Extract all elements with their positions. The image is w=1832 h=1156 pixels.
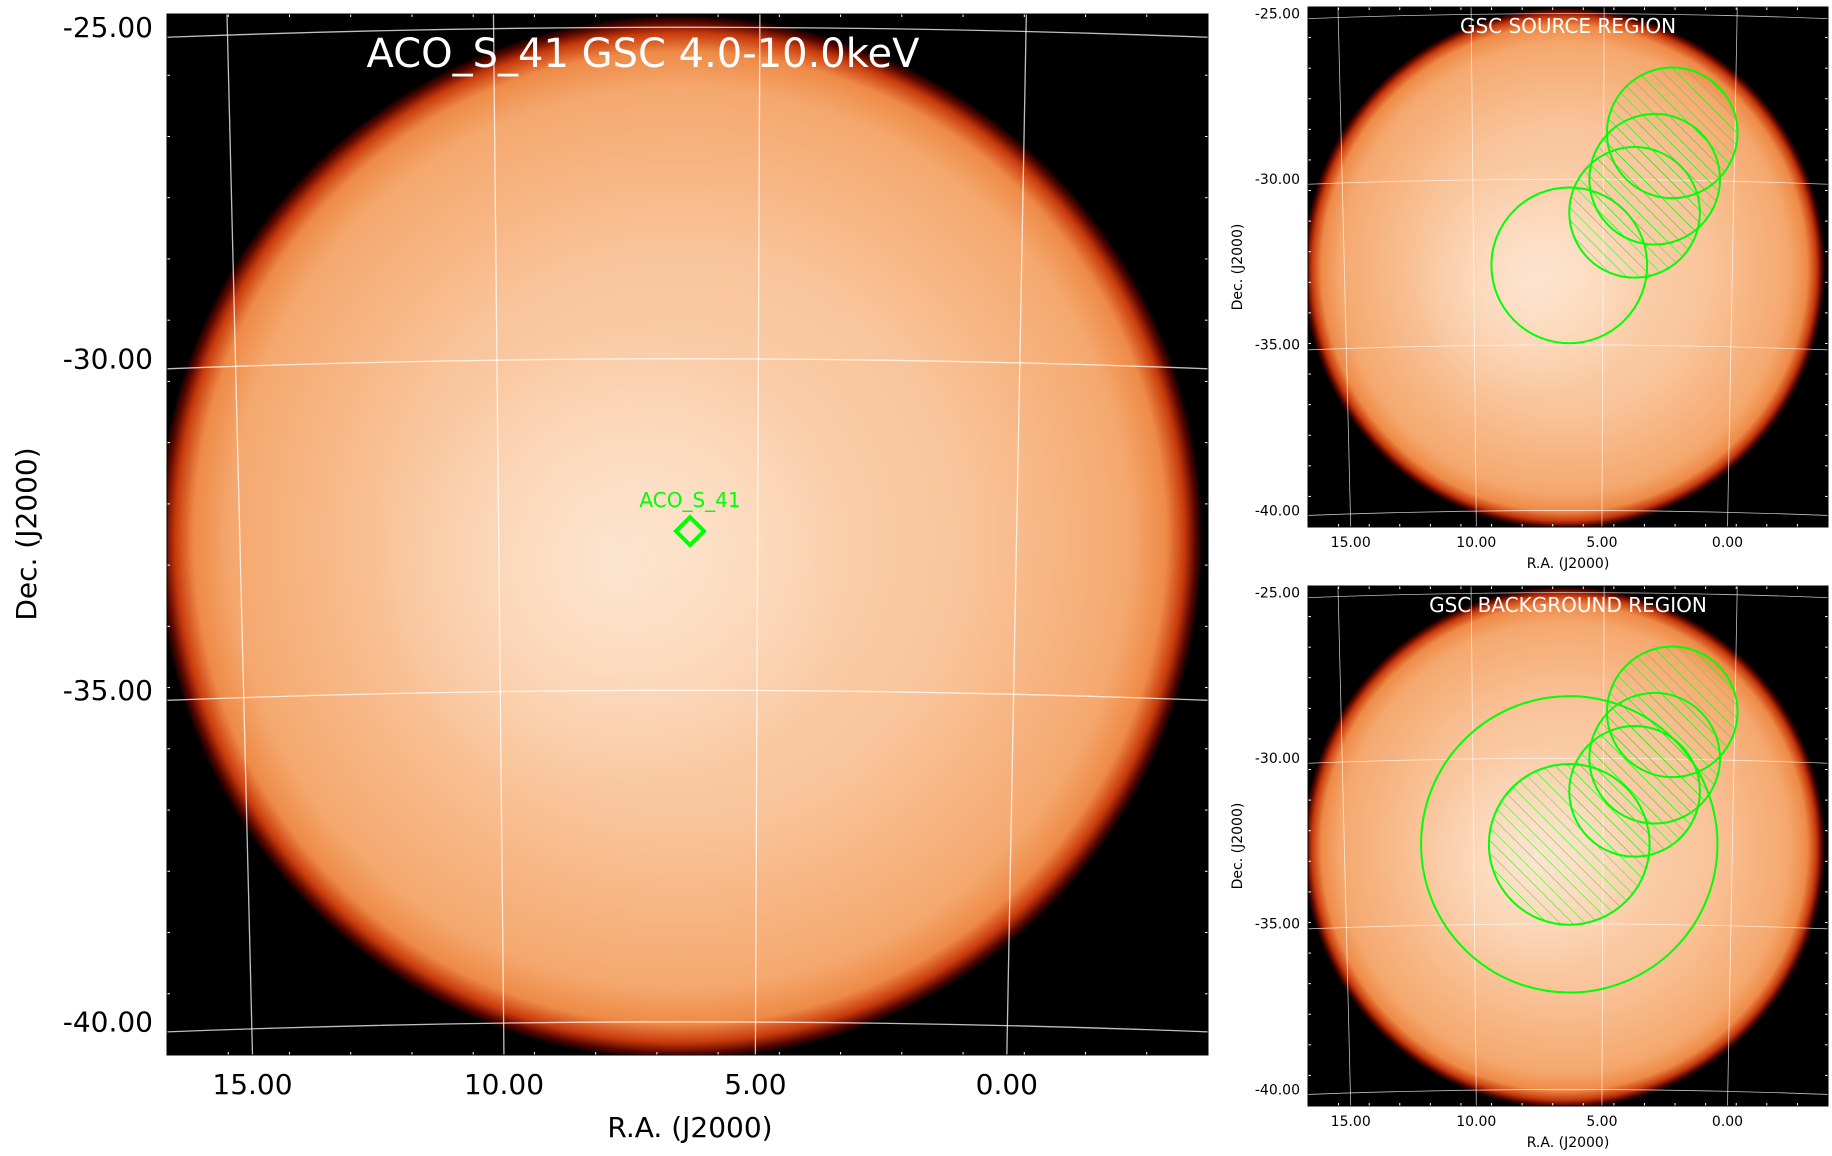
main-ra-gridline: [1006, 14, 1027, 1055]
main-chart-title: ACO_S_41 GSC 4.0-10.0keV: [367, 31, 921, 77]
main-y-tick-label: -40.00: [63, 1006, 153, 1039]
background-region-x-axis-label: R.A. (J2000): [1527, 1135, 1610, 1151]
source-region-ra-gridline: [1470, 7, 1477, 527]
source-region-x-tick-label: 15.00: [1331, 535, 1371, 551]
main-source-marker-label: ACO_S_41: [639, 488, 740, 512]
source-region-x-tick-label: 0.00: [1712, 535, 1743, 551]
main-source-marker: [673, 514, 707, 549]
background-region-dec-gridline: [1308, 1089, 1828, 1095]
background-region-ra-gridline: [1727, 586, 1738, 1106]
main-x-tick-label: 15.00: [212, 1068, 292, 1101]
background-region-y-axis-label: Dec. (J2000): [1230, 803, 1246, 890]
source-region-plot-content: [1308, 7, 1828, 527]
source-region-region-circle: [1605, 66, 1739, 200]
source-region-plot-frame: [1307, 6, 1829, 528]
background-region-y-tick-label: -25.00: [1255, 586, 1300, 602]
background-region-ra-gridline: [1337, 586, 1352, 1106]
source-region-dec-gridline: [1308, 344, 1828, 351]
source-region-y-tick-label: -35.00: [1255, 338, 1300, 354]
background-region-y-tick-label: -40.00: [1255, 1082, 1300, 1098]
background-region-panel: 15.00 10.00 5.00 0.00 -25.00 -30.00 -35.00 -40.…: [1255, 585, 1829, 1130]
main-x-axis-label: R.A. (J2000): [607, 1111, 772, 1144]
main-y-tick-label: -30.00: [63, 343, 153, 376]
main-dec-gridline: [167, 358, 1208, 370]
source-region-y-tick-label: -25.00: [1255, 7, 1300, 23]
background-region-x-tick-label: 15.00: [1331, 1114, 1371, 1130]
source-region-x-tick-label: 5.00: [1586, 535, 1617, 551]
source-region-y-tick-label: -30.00: [1255, 172, 1300, 188]
source-region-panel: 15.00 10.00 5.00 0.00 -25.00 -30.00 -35.00 -40.…: [1255, 6, 1829, 551]
main-y-axis-label: Dec. (J2000): [10, 447, 43, 620]
source-region-y-axis-label: Dec. (J2000): [1230, 224, 1246, 311]
main-y-tick-label: -25.00: [63, 11, 153, 44]
main-center-glow: [381, 328, 853, 800]
background-region-x-tick-label: 0.00: [1712, 1114, 1743, 1130]
source-region-dec-gridline: [1308, 178, 1828, 185]
source-region-y-tick-label: -40.00: [1255, 503, 1300, 519]
main-plot-frame: [166, 13, 1209, 1056]
main-x-tick-label: 0.00: [976, 1068, 1038, 1101]
background-region-x-tick-label: 5.00: [1586, 1114, 1617, 1130]
source-region-ra-gridline: [1337, 7, 1352, 527]
background-region-plot-frame: [1307, 585, 1829, 1107]
source-region-x-tick-label: 10.00: [1456, 535, 1496, 551]
source-region-x-axis-label: R.A. (J2000): [1527, 556, 1610, 572]
main-dec-gridline: [167, 689, 1208, 701]
background-region-title: GSC BACKGROUND REGION: [1429, 593, 1707, 617]
main-y-tick-label: -35.00: [63, 674, 153, 707]
background-region-region-circle: [1420, 695, 1719, 994]
main-ra-gridline: [754, 14, 761, 1055]
main-plot-content: ACO_S_41: [167, 14, 1208, 1055]
source-region-title: GSC SOURCE REGION: [1460, 14, 1676, 38]
main-ra-gridline: [226, 14, 254, 1055]
source-region-ra-gridline: [1727, 7, 1738, 527]
background-region-dec-gridline: [1308, 757, 1828, 764]
main-dec-gridline: [167, 1021, 1208, 1033]
background-region-dec-gridline: [1308, 592, 1828, 599]
background-region-y-tick-label: -30.00: [1255, 751, 1300, 767]
source-region-dec-gridline: [1308, 510, 1828, 516]
main-sky-map-panel: ACO_S_41 15.00 10.00 5.00 0.00 -25.00 -30.00 -3…: [63, 11, 1209, 1101]
main-ra-gridline: [492, 14, 505, 1055]
background-region-y-tick-label: -35.00: [1255, 917, 1300, 933]
source-region-dec-gridline: [1308, 13, 1828, 20]
background-region-ra-gridline: [1470, 586, 1477, 1106]
background-region-x-tick-label: 10.00: [1456, 1114, 1496, 1130]
main-x-tick-label: 5.00: [724, 1068, 786, 1101]
main-x-tick-label: 10.00: [464, 1068, 544, 1101]
background-region-plot-content: [1308, 586, 1828, 1106]
main-dec-gridline: [167, 26, 1208, 38]
background-region-region-circle: [1605, 645, 1739, 779]
